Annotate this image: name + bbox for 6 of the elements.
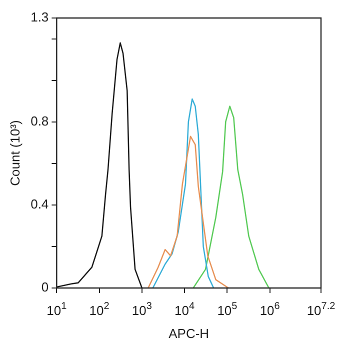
- y-tick-label: 0.8: [30, 113, 49, 128]
- y-tick-label: 0.4: [30, 196, 49, 212]
- y-tick-label: 1.3: [30, 10, 49, 25]
- y-tick-label: 0: [41, 280, 49, 295]
- y-axis-title: Count (10³): [7, 120, 22, 186]
- x-axis-title: APC-H: [168, 326, 210, 341]
